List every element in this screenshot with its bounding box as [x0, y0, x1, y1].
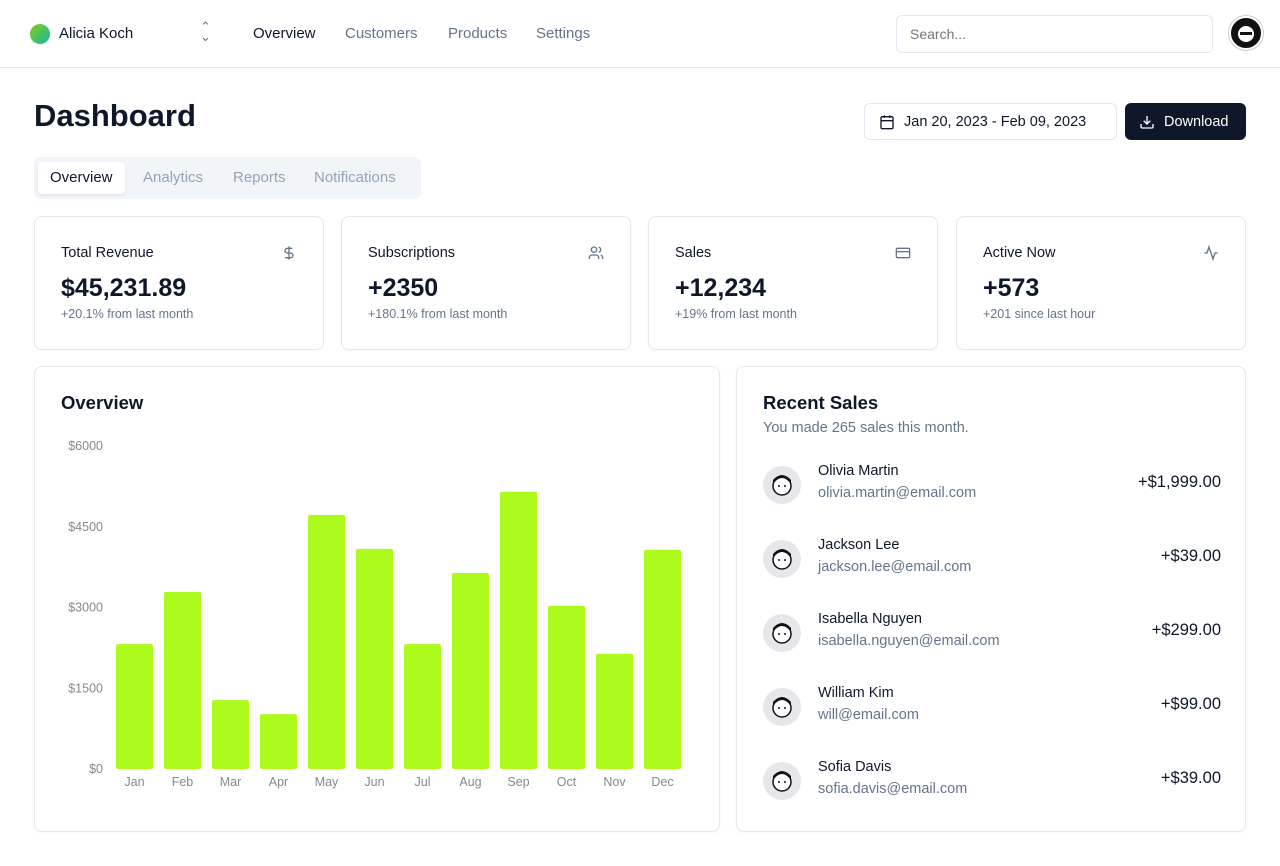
dollar-icon [284, 246, 294, 260]
nav-customers[interactable]: Customers [345, 25, 418, 42]
bar-jun [356, 548, 393, 769]
x-tick-label: May [315, 775, 339, 789]
download-icon [1140, 115, 1154, 129]
tab-notifications[interactable]: Notifications [314, 169, 396, 186]
overview-title: Overview [61, 392, 144, 413]
y-tick-label: $6000 [68, 439, 103, 453]
x-tick-label: Oct [557, 775, 577, 789]
date-range-text: Jan 20, 2023 - Feb 09, 2023 [904, 113, 1087, 130]
bar-mar [212, 700, 249, 769]
sale-row: Jackson Lee jackson.lee@email.com +$39.0… [763, 537, 1221, 580]
sale-amount: +$99.00 [1160, 695, 1221, 713]
x-tick-label: Dec [651, 775, 673, 789]
customer-name: William Kim [818, 685, 894, 701]
tab-analytics[interactable]: Analytics [143, 169, 204, 186]
x-tick-label: Apr [269, 775, 288, 789]
bar-aug [452, 573, 489, 769]
sale-amount: +$39.00 [1160, 547, 1221, 565]
x-tick-label: Sep [507, 775, 529, 789]
nav-settings[interactable]: Settings [536, 25, 591, 42]
recent-sales-card: Recent Sales You made 265 sales this mon… [736, 366, 1246, 832]
recent-sales-subtitle: You made 265 sales this month. [763, 420, 969, 436]
bar-nov [596, 653, 633, 769]
recent-sales-title: Recent Sales [763, 392, 879, 413]
stat-card-subscriptions: Subscriptions +2350 +180.1% from last mo… [341, 216, 631, 350]
page-title: Dashboard [34, 98, 196, 133]
y-tick-label: $4500 [68, 520, 103, 534]
customer-email: jackson.lee@email.com [818, 559, 972, 575]
overview-card: Overview $0 $1500 $3000 $4500 $6000 Jan Feb Mar… [34, 366, 720, 832]
users-icon [588, 246, 604, 259]
bar-dec [644, 549, 681, 769]
search-input[interactable] [896, 15, 1213, 53]
customer-avatar [763, 762, 801, 800]
bar-sep [500, 491, 537, 769]
customer-email: will@email.com [818, 707, 919, 723]
bar-jan [116, 644, 153, 769]
user-avatar[interactable] [1229, 16, 1263, 50]
date-range-picker[interactable]: Jan 20, 2023 - Feb 09, 2023 [864, 103, 1117, 140]
x-tick-label: Mar [220, 775, 242, 789]
tab-reports[interactable]: Reports [233, 169, 286, 186]
x-tick-label: Jan [124, 775, 144, 789]
sale-amount: +$299.00 [1151, 621, 1221, 639]
credit-card-icon [895, 247, 911, 259]
x-tick-label: Jul [415, 775, 431, 789]
x-tick-label: Nov [603, 775, 626, 789]
bar-may [308, 514, 345, 769]
customer-avatar [763, 614, 801, 652]
sale-amount: +$39.00 [1160, 769, 1221, 787]
tab-overview[interactable]: Overview [38, 162, 125, 194]
download-button[interactable]: Download [1125, 103, 1246, 140]
customer-name: Isabella Nguyen [818, 611, 922, 627]
customer-avatar [763, 466, 801, 504]
bar-apr [260, 714, 297, 769]
customer-email: olivia.martin@email.com [818, 485, 977, 501]
customer-avatar [763, 688, 801, 726]
sale-amount: +$1,999.00 [1137, 473, 1221, 491]
y-tick-label: $0 [89, 762, 103, 776]
bar-jul [404, 644, 441, 769]
tab-list: Overview Analytics Reports Notifications [34, 157, 421, 199]
stat-card-sales: Sales +12,234 +19% from last month [648, 216, 938, 350]
stat-card-total-revenue: Total Revenue $45,231.89 +20.1% from las… [34, 216, 324, 350]
customer-name: Sofia Davis [818, 759, 892, 775]
bar-feb [164, 591, 201, 769]
x-tick-label: Aug [459, 775, 481, 789]
customer-email: isabella.nguyen@email.com [818, 633, 1000, 649]
activity-icon [1204, 245, 1218, 261]
nav-products[interactable]: Products [448, 25, 508, 42]
sale-row: Sofia Davis sofia.davis@email.com +$39.0… [763, 759, 1221, 802]
sale-row: William Kim will@email.com +$99.00 [763, 685, 1221, 728]
x-tick-label: Feb [172, 775, 194, 789]
x-tick-label: Jun [364, 775, 384, 789]
calendar-icon [880, 114, 894, 129]
customer-avatar [763, 540, 801, 578]
customer-email: sofia.davis@email.com [818, 781, 968, 797]
sale-row: Olivia Martin olivia.martin@email.com +$… [763, 463, 1221, 506]
y-tick-label: $3000 [68, 601, 103, 615]
chevron-up-down-icon[interactable]: ⌃ ⌄ [200, 19, 211, 44]
overview-bar-chart: $0 $1500 $3000 $4500 $6000 Jan Feb Mar Apr May Jun… [68, 439, 681, 789]
customer-name: Olivia Martin [818, 463, 899, 479]
team-avatar[interactable] [30, 24, 50, 44]
sale-row: Isabella Nguyen isabella.nguyen@email.co… [763, 611, 1221, 654]
bar-oct [548, 605, 585, 769]
nav-overview[interactable]: Overview [253, 25, 316, 42]
stat-card-active-now: Active Now +573 +201 since last hour [956, 216, 1246, 350]
y-tick-label: $1500 [68, 681, 103, 695]
top-bar [0, 0, 1280, 68]
team-switcher[interactable]: Alicia Koch [59, 25, 134, 42]
customer-name: Jackson Lee [818, 537, 900, 553]
